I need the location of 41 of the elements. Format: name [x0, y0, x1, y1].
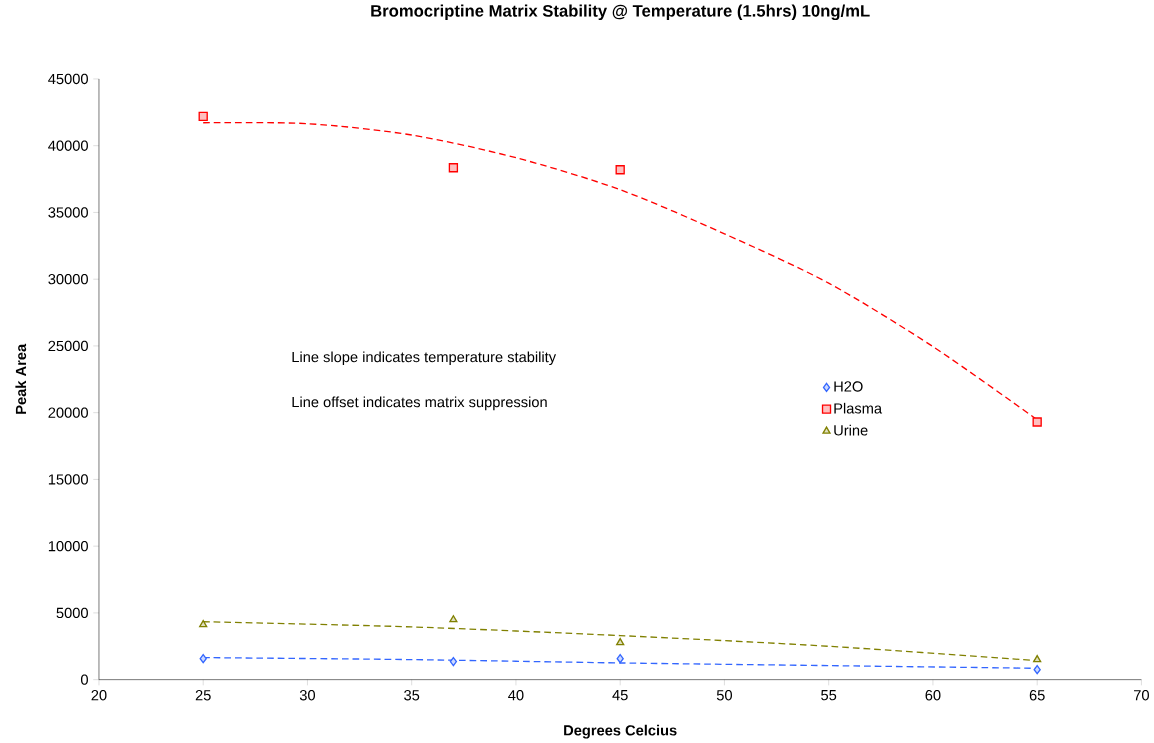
y-tick-label: 5000: [56, 607, 88, 619]
y-tick-label: 15000: [48, 474, 88, 485]
x-tick-label: 30: [299, 690, 316, 701]
y-tick-label: 0: [80, 674, 88, 685]
annotation: Line slope indicates temperature stability: [292, 351, 557, 366]
point: [198, 111, 208, 122]
legend-label: H2O: [834, 381, 863, 392]
y-tick-label: 45000: [48, 73, 88, 85]
x-tick-label: 35: [404, 690, 420, 701]
point: [449, 615, 458, 623]
legend-label: Plasma: [834, 402, 883, 414]
point: [1033, 665, 1041, 675]
point: [449, 656, 458, 667]
point: [615, 165, 625, 175]
point: [199, 620, 208, 628]
annotation: Line offset indicates matrix suppression: [292, 396, 547, 411]
y-axis-title: Peak Area: [15, 343, 27, 414]
x-tick-label: 40: [508, 690, 524, 701]
x-tick-label: 45: [612, 690, 628, 701]
point: [616, 638, 625, 646]
y-tick-label: 10000: [48, 541, 88, 552]
y-tick-label: 40000: [48, 140, 88, 151]
point: [199, 654, 207, 664]
point: [448, 163, 459, 173]
x-tick-label: 25: [195, 690, 211, 701]
x-tick-label: 60: [925, 690, 941, 701]
x-axis-title: Degrees Celcius: [564, 724, 677, 739]
y-tick-label: 20000: [48, 407, 88, 418]
point: [1033, 654, 1042, 663]
point: [1032, 417, 1042, 427]
x-tick-label: 20: [91, 690, 107, 701]
x-tick-label: 70: [1134, 690, 1149, 701]
legend-label: Urine: [834, 424, 868, 436]
x-tick-label: 65: [1029, 690, 1045, 701]
y-tick-label: 35000: [48, 207, 88, 218]
point: [616, 654, 624, 664]
x-tick-label: 55: [821, 690, 837, 701]
chart-title: Bromocriptine Matrix Stability @ Temperature (1.5hrs) 10ng/mL: [371, 4, 870, 21]
y-tick-label: 25000: [48, 340, 88, 352]
x-tick-label: 50: [716, 690, 732, 701]
y-tick-label: 30000: [48, 274, 88, 285]
